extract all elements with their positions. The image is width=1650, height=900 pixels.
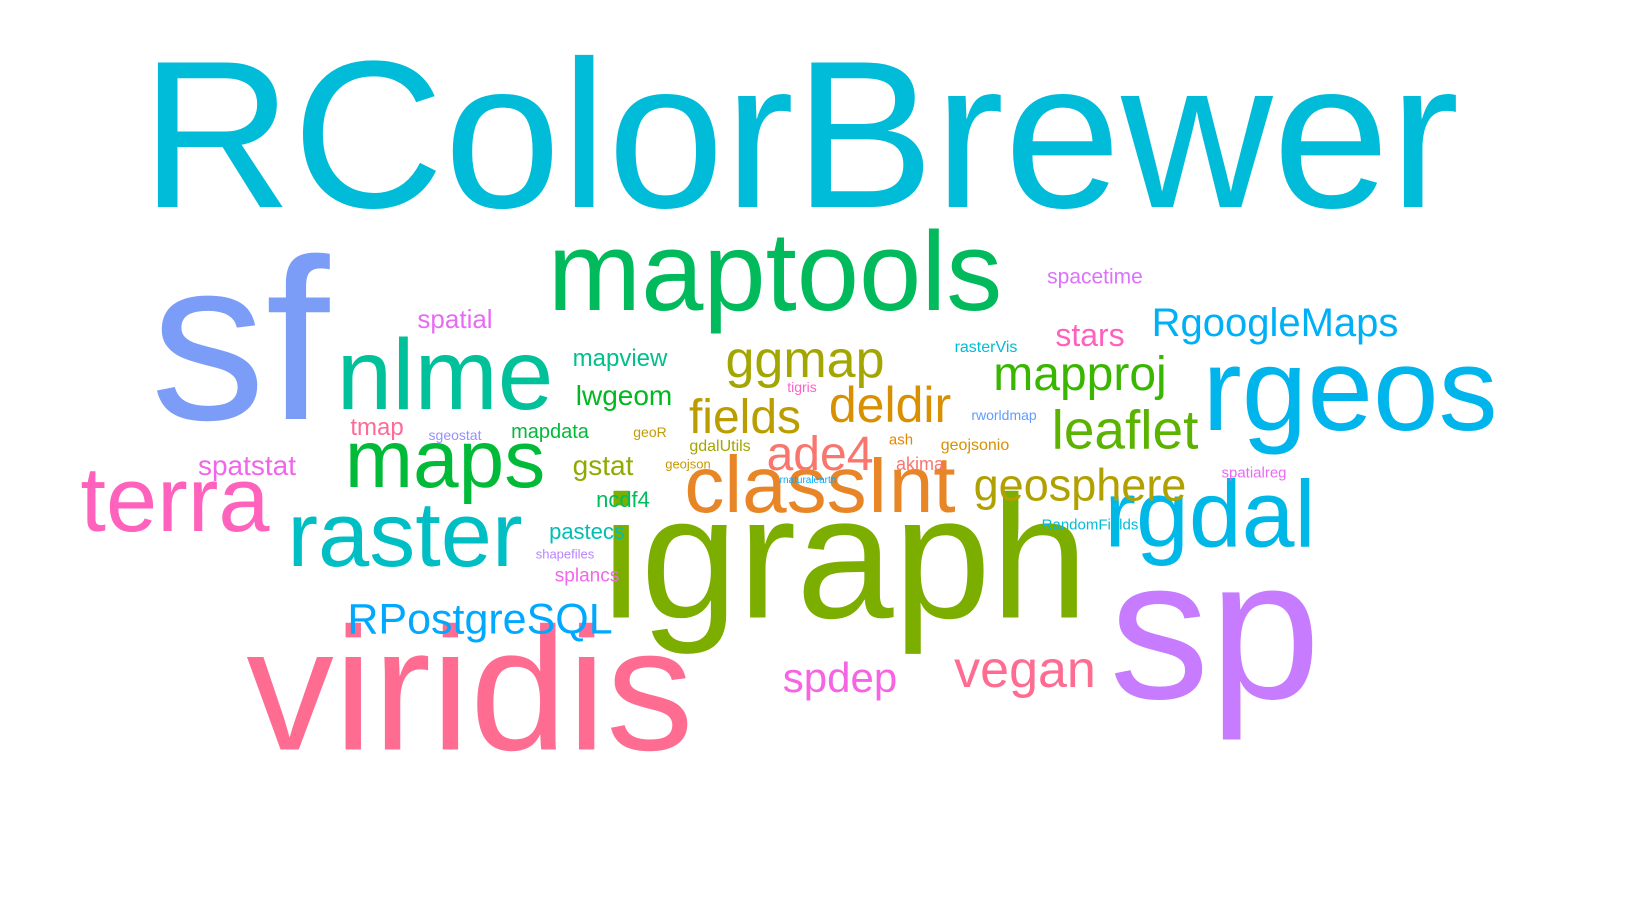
word-spatial: spatial — [417, 304, 493, 334]
word-splancs: splancs — [554, 565, 620, 587]
word-ncdf4: ncdf4 — [596, 487, 650, 512]
word-spatialreg: spatialreg — [1221, 464, 1287, 482]
word-gdalutils: gdalUtils — [689, 438, 751, 455]
word-spatstat: spatstat — [197, 450, 297, 481]
word-akima: akima — [895, 454, 945, 474]
word-geor: geoR — [633, 424, 667, 440]
word-vegan: vegan — [954, 641, 1096, 699]
word-raster: raster — [287, 484, 523, 586]
word-rcolorbrewer: RColorBrewer — [140, 17, 1460, 252]
word-geosphere: geosphere — [973, 459, 1187, 511]
word-rgdal: rgdal — [1104, 461, 1316, 568]
word-gstat: gstat — [572, 450, 634, 481]
word-leaflet: leaflet — [1051, 398, 1199, 461]
word-igraph: igraph — [601, 460, 1089, 656]
word-randomfields: RandomFields — [1041, 516, 1139, 534]
word-viridis: viridis — [246, 592, 694, 788]
word-tigris: tigris — [787, 379, 817, 395]
word-pastecs: pastecs — [549, 519, 625, 544]
word-sp: sp — [1109, 518, 1321, 741]
word-tmap: tmap — [350, 414, 404, 441]
word-sgeostat: sgeostat — [428, 427, 482, 443]
word-lwgeom: lwgeom — [575, 380, 673, 411]
word-spacetime: spacetime — [1047, 265, 1143, 289]
word-rpostgresql: RPostgreSQL — [347, 595, 613, 644]
word-rnaturalearth: rnaturalearth — [779, 475, 837, 486]
word-ash: ash — [888, 431, 914, 449]
word-classint: classInt — [684, 440, 956, 529]
word-fields: fields — [688, 391, 802, 444]
word-maps: maps — [344, 414, 546, 505]
word-mapproj: mapproj — [993, 348, 1167, 401]
word-geojsonio: geojsonio — [940, 437, 1010, 454]
word-sf: sf — [150, 211, 330, 468]
word-geojson: geojson — [665, 456, 711, 472]
word-deldir: deldir — [828, 377, 952, 433]
word-shapefiles: shapefiles — [535, 546, 595, 562]
word-ggmap: ggmap — [725, 331, 885, 389]
word-spdep: spdep — [782, 654, 898, 701]
word-rastervis: rasterVis — [954, 339, 1018, 356]
word-maptools: maptools — [547, 209, 1003, 334]
word-terra: terra — [80, 449, 270, 551]
word-mapview: mapview — [572, 345, 668, 372]
word-rworldmap: rworldmap — [971, 407, 1037, 423]
word-rgooglemaps: RgoogleMaps — [1151, 301, 1399, 345]
word-stars: stars — [1055, 317, 1125, 353]
word-ade4: ade4 — [766, 428, 874, 481]
word-nlme: nlme — [336, 319, 554, 431]
word-mapdata: mapdata — [511, 421, 589, 443]
word-rgeos: rgeos — [1202, 324, 1498, 456]
